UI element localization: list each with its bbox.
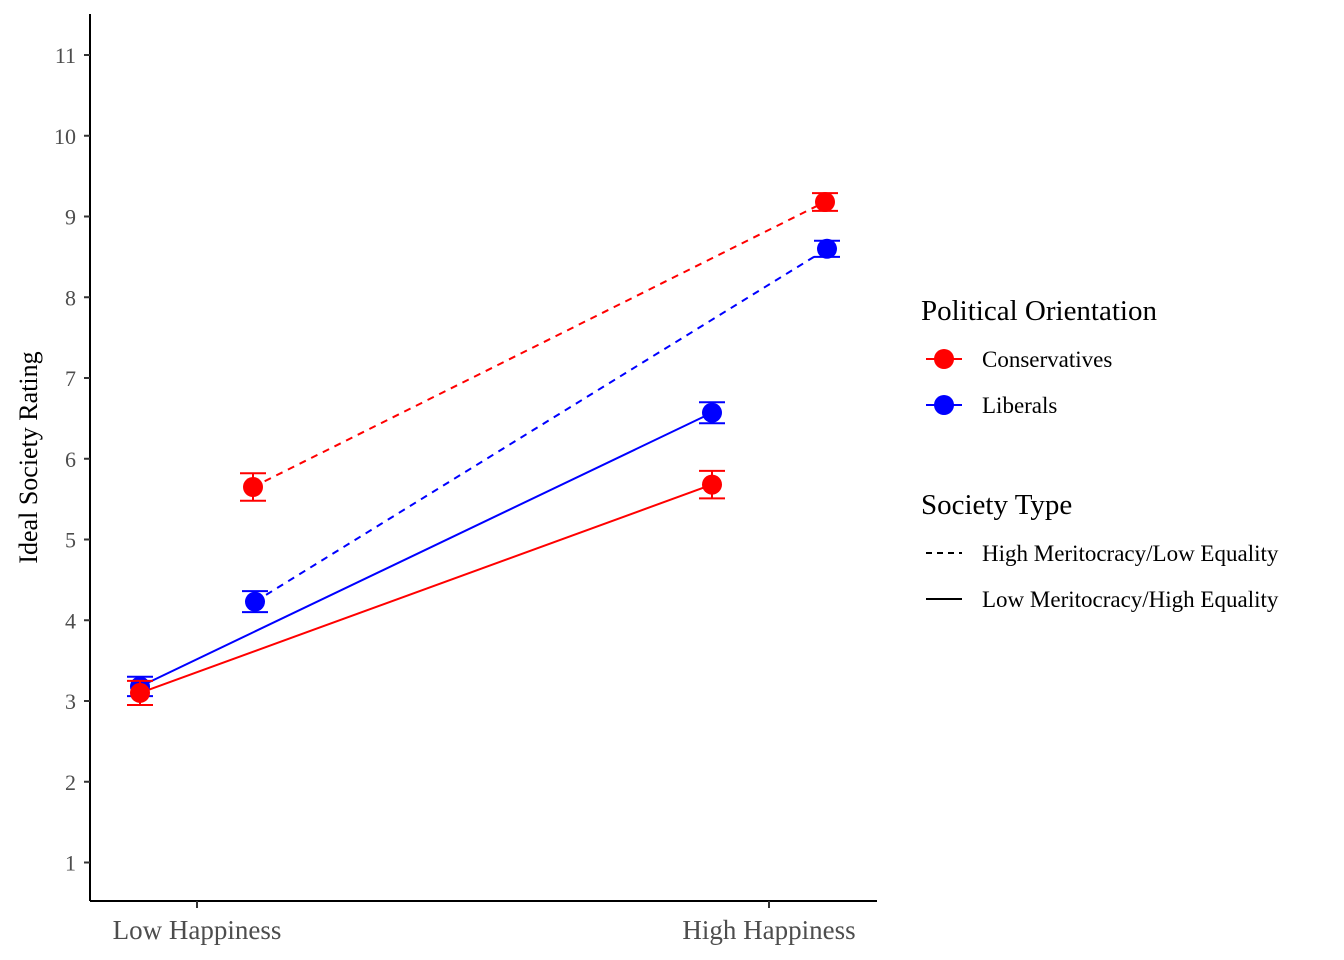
y-axis-title: Ideal Society Rating (14, 351, 43, 563)
data-point (815, 191, 835, 212)
plot-area: 1 2 3 4 5 6 7 8 9 10 11 Low Happiness High Happiness… (14, 14, 877, 945)
data-point (243, 477, 263, 498)
y-tick-label: 1 (65, 851, 76, 876)
legend-label-low-meritocracy: Low Meritocracy/High Equality (982, 587, 1279, 612)
y-tick-label: 4 (65, 608, 76, 633)
legend-item-conservatives: Conservatives (926, 347, 1112, 372)
legend-label-liberals: Liberals (982, 393, 1057, 418)
legend-key-dot-liberals (934, 395, 954, 415)
y-tick-label: 11 (55, 43, 76, 68)
legend-linetype-title: Society Type (921, 489, 1072, 521)
y-tick-label: 2 (65, 770, 76, 795)
series-line (254, 247, 828, 603)
y-tick-label: 8 (65, 285, 76, 310)
legend-item-low-meritocracy: Low Meritocracy/High Equality (926, 587, 1279, 612)
series-line (139, 411, 713, 688)
data-point (702, 402, 722, 423)
legend-label-conservatives: Conservatives (982, 347, 1112, 372)
data-point (130, 682, 150, 703)
y-tick-label: 10 (54, 124, 76, 149)
legend-label-high-meritocracy: High Meritocracy/Low Equality (982, 541, 1279, 566)
series-line (252, 201, 826, 488)
data-point (702, 474, 722, 495)
series-line (139, 483, 713, 694)
y-tick-label: 9 (65, 205, 76, 230)
x-tick-label: High Happiness (682, 915, 855, 945)
legend: Political Orientation Conservatives Libe… (921, 295, 1279, 612)
data-point (245, 591, 265, 612)
legend-item-liberals: Liberals (926, 393, 1057, 418)
y-tick-label: 5 (65, 528, 76, 553)
x-tick-label: Low Happiness (113, 915, 282, 945)
data-point (817, 238, 837, 259)
legend-color-title: Political Orientation (921, 295, 1157, 327)
y-tick-label: 6 (65, 447, 76, 472)
legend-key-dot-conservatives (934, 349, 954, 369)
y-tick-label: 3 (65, 689, 76, 714)
legend-item-high-meritocracy: High Meritocracy/Low Equality (926, 541, 1279, 566)
y-tick-label: 7 (65, 366, 76, 391)
